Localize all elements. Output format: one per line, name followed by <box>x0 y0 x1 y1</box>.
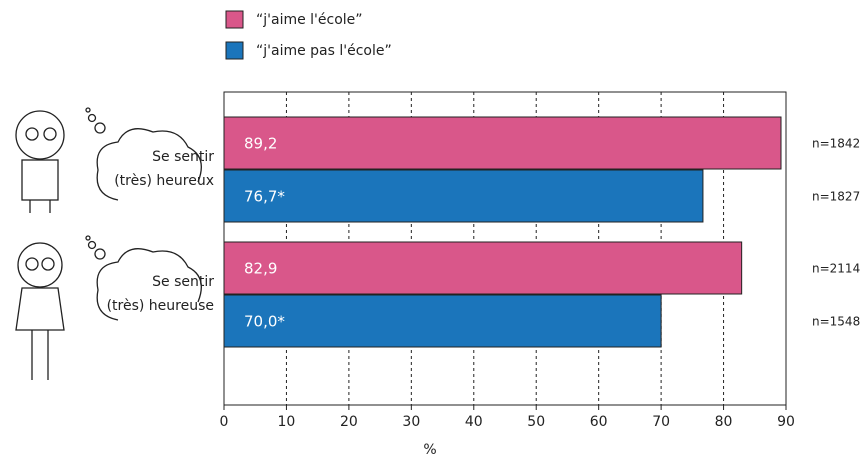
category-label: Se sentir <box>152 149 214 165</box>
x-tick-label: 80 <box>715 414 733 430</box>
n-label: n=1548 <box>812 315 860 329</box>
n-label: n=2114 <box>812 262 860 276</box>
bar <box>223 116 782 170</box>
value-label: 70,0* <box>244 313 285 331</box>
category-label: (très) heureux <box>114 173 214 189</box>
legend-swatch <box>225 41 244 60</box>
legend-label: “j'aime pas l'école” <box>256 43 392 59</box>
x-tick-label: 60 <box>590 414 608 430</box>
bar <box>223 294 662 348</box>
value-label: 89,2 <box>244 135 277 153</box>
bar <box>223 169 704 223</box>
value-label: 82,9 <box>244 260 277 278</box>
x-tick-label: 30 <box>402 414 420 430</box>
bar <box>223 241 743 295</box>
category-label: (très) heureuse <box>107 298 214 314</box>
n-label: n=1842 <box>812 137 860 151</box>
x-tick-label: 50 <box>527 414 545 430</box>
x-axis-label: % <box>423 442 436 457</box>
x-tick-label: 40 <box>465 414 483 430</box>
category-label: Se sentir <box>152 274 214 290</box>
x-tick-label: 90 <box>777 414 795 430</box>
legend-swatch <box>225 10 244 29</box>
legend-label: “j'aime l'école” <box>256 12 363 28</box>
x-tick-label: 0 <box>220 414 229 430</box>
x-tick-label: 10 <box>278 414 296 430</box>
illustrations <box>15 107 202 380</box>
x-tick-label: 20 <box>340 414 358 430</box>
x-tick-label: 70 <box>652 414 670 430</box>
n-label: n=1827 <box>812 190 860 204</box>
value-label: 76,7* <box>244 188 285 206</box>
